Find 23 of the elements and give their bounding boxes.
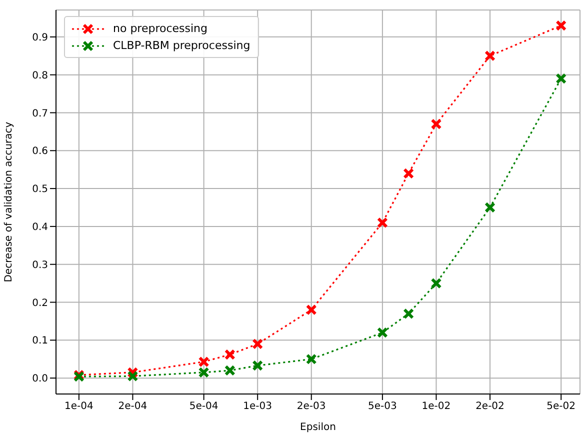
x-tick-label: 1e-03 bbox=[243, 401, 272, 412]
y-tick-label: 0.5 bbox=[32, 184, 48, 196]
y-tick-label: 0.2 bbox=[32, 298, 48, 309]
x-tick-label: 5e-04 bbox=[189, 401, 218, 412]
x-axis-title: Epsilon bbox=[300, 422, 336, 433]
x-tick-label: 5e-02 bbox=[546, 401, 576, 412]
y-tick-label: 0.6 bbox=[32, 146, 48, 158]
x-tick-label: 5e-03 bbox=[368, 401, 397, 412]
x-tick-label: 2e-02 bbox=[476, 401, 504, 412]
y-tick-label: 0.8 bbox=[32, 70, 48, 82]
x-tick-label: 2e-03 bbox=[296, 401, 326, 412]
legend-label: no preprocessing bbox=[113, 22, 208, 35]
y-tick-label: 0.1 bbox=[32, 336, 48, 347]
y-tick-label: 0.9 bbox=[32, 32, 48, 44]
y-tick-label: 0.0 bbox=[32, 374, 48, 385]
y-tick-label: 0.3 bbox=[32, 260, 48, 271]
y-tick-label: 0.7 bbox=[32, 108, 48, 120]
x-tick-label: 1e-04 bbox=[64, 401, 94, 412]
y-axis-title: Decrease of validation accuracy bbox=[4, 122, 15, 282]
y-tick-label: 0.4 bbox=[32, 222, 48, 233]
x-tick-label: 2e-04 bbox=[118, 401, 148, 412]
x-tick-label: 1e-02 bbox=[422, 401, 451, 412]
legend-label: CLBP-RBM preprocessing bbox=[113, 39, 250, 52]
